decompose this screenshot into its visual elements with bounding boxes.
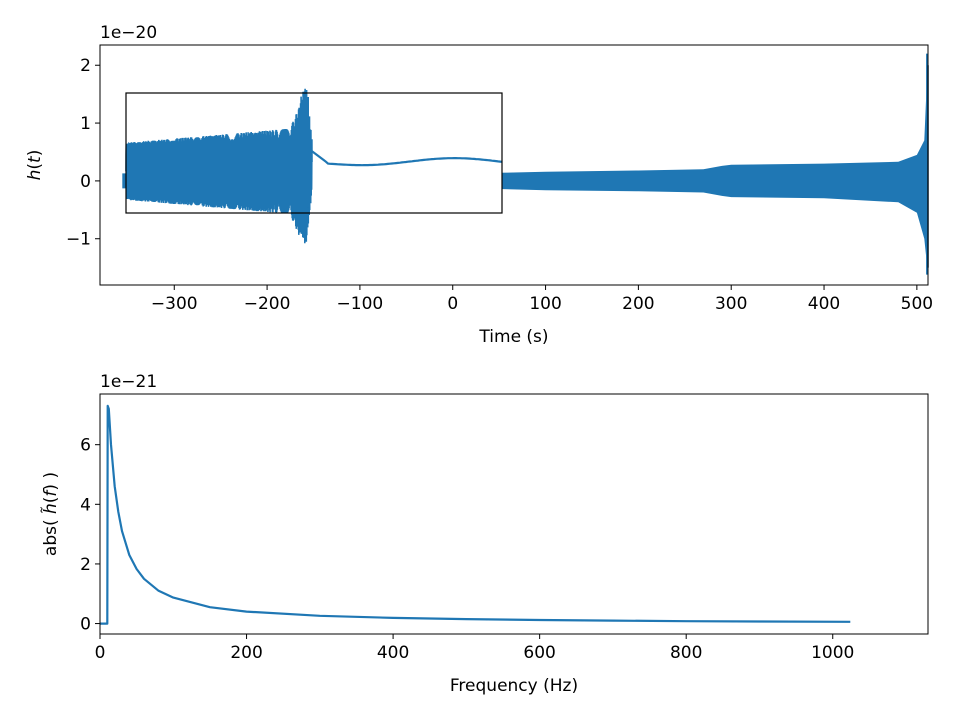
- time-y-tick-label: −1: [66, 230, 91, 250]
- frequency-x-tick-label: 200: [230, 643, 262, 663]
- time-x-axis-label: Time (s): [478, 327, 548, 347]
- inset-tail: [311, 150, 503, 167]
- time-x-tick-label: 400: [808, 294, 840, 314]
- inset-zoom: [125, 88, 503, 244]
- time-y-tick-label: 0: [80, 172, 91, 192]
- spectrum-line: [100, 404, 851, 625]
- frequency-y-tick-label: 4: [80, 495, 91, 515]
- time-offset-text: 1e−20: [100, 23, 157, 43]
- time-y-axis-label: h(t): [25, 150, 45, 181]
- frequency-y-tick-label: 6: [80, 436, 91, 456]
- time-domain-panel: −300 −200 −100 0 100 200 300 400 500 −1 0 1 2 1e−20…: [25, 23, 933, 347]
- frequency-y-tick-label: 0: [80, 615, 91, 635]
- frequency-y-tick-label: 2: [80, 555, 91, 575]
- inset-oscillation: [125, 88, 313, 244]
- frequency-x-tick-label: 600: [523, 643, 555, 663]
- frequency-x-tick-label: 0: [95, 643, 106, 663]
- frequency-y-axis-label: abs( h̃(f) ): [40, 472, 61, 556]
- time-x-tick-label: 0: [447, 294, 458, 314]
- time-x-tick-label: −300: [151, 294, 198, 314]
- frequency-x-axis-label: Frequency (Hz): [450, 676, 578, 696]
- frequency-axes-frame: [99, 393, 929, 635]
- amplitude-spectrum: [100, 404, 851, 625]
- time-x-tick-label: −100: [337, 294, 384, 314]
- frequency-x-tick-label: 1000: [811, 643, 854, 663]
- inset-frame: [125, 92, 503, 214]
- time-x-tick-label: 200: [622, 294, 654, 314]
- time-y-tick-label: 1: [80, 114, 91, 134]
- time-x-ticks: −300 −200 −100 0 100 200 300 400 500: [151, 285, 933, 314]
- time-y-ticks: −1 0 1 2: [66, 56, 100, 250]
- frequency-offset-text: 1e−21: [100, 372, 157, 392]
- time-x-tick-label: 500: [901, 294, 933, 314]
- time-x-tick-label: −200: [244, 294, 291, 314]
- frequency-x-tick-label: 800: [670, 643, 702, 663]
- time-axes-frame: [99, 44, 929, 286]
- frequency-domain-panel: 0 200 400 600 800 1000 0 2 4 6 1e−21 Frequency (…: [40, 372, 929, 696]
- time-y-tick-label: 2: [80, 56, 91, 76]
- time-x-tick-label: 100: [529, 294, 561, 314]
- time-x-tick-label: 300: [715, 294, 747, 314]
- frequency-y-ticks: 0 2 4 6: [80, 436, 100, 635]
- frequency-x-tick-label: 400: [377, 643, 409, 663]
- frequency-x-ticks: 0 200 400 600 800 1000: [95, 634, 854, 663]
